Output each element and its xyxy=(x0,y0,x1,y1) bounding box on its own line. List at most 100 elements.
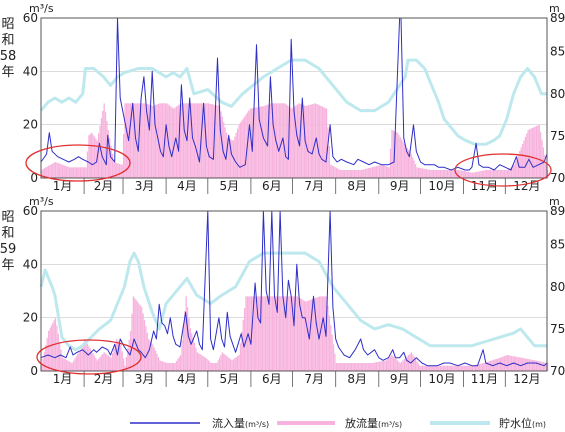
month-label: 3月 xyxy=(135,179,155,193)
outflow-bar xyxy=(263,106,265,178)
outflow-bar xyxy=(196,352,198,371)
outflow-bar xyxy=(262,296,264,371)
outflow-bar xyxy=(125,357,128,371)
outflow-bar xyxy=(394,357,396,371)
outflow-bar xyxy=(168,363,171,371)
outflow-bar xyxy=(77,167,79,178)
outflow-bar xyxy=(416,361,418,371)
outflow-bar xyxy=(401,361,403,371)
outflow-bar xyxy=(325,296,328,371)
outflow-bar xyxy=(139,305,141,371)
outflow-bar xyxy=(157,357,160,371)
outflow-bar xyxy=(53,320,55,371)
outflow-bar xyxy=(296,104,299,178)
outflow-bar xyxy=(438,170,440,178)
y-right-unit: m xyxy=(549,195,560,208)
outflow-bar xyxy=(332,344,335,371)
outflow-bar xyxy=(363,169,365,178)
outflow-bar xyxy=(359,363,361,371)
outflow-bar xyxy=(171,107,173,178)
outflow-bar xyxy=(259,106,261,178)
outflow-bar xyxy=(74,358,76,371)
outflow-bar xyxy=(487,170,489,178)
outflow-bar xyxy=(173,363,175,371)
outflow-bar xyxy=(321,296,324,371)
outflow-bar xyxy=(466,171,468,178)
outflow-bar xyxy=(267,296,269,371)
outflow-bar xyxy=(412,157,414,178)
month-label: 7月 xyxy=(304,372,324,386)
outflow-bar xyxy=(474,172,476,178)
outflow-bar xyxy=(370,167,372,178)
outflow-bar xyxy=(93,355,96,371)
outflow-bar xyxy=(381,361,383,371)
outflow-bar xyxy=(243,116,246,178)
outflow-bar xyxy=(262,106,264,178)
outflow-bar xyxy=(453,365,456,371)
outflow-bar xyxy=(385,360,387,371)
outflow-bar xyxy=(68,167,71,178)
outflow-bar xyxy=(238,124,240,178)
outflow-bar xyxy=(202,103,204,178)
outflow-bar xyxy=(167,363,169,371)
outflow-bar xyxy=(488,361,490,371)
outflow-bar xyxy=(277,296,279,371)
outflow-bar xyxy=(85,167,87,178)
outflow-bar xyxy=(196,103,198,178)
outflow-bar xyxy=(467,171,470,178)
outflow-bar xyxy=(127,348,129,371)
highlight-ellipse xyxy=(36,339,142,375)
outflow-bar xyxy=(171,363,173,371)
outflow-bar xyxy=(114,162,116,178)
highlight-ellipse xyxy=(25,144,131,182)
outflow-bar xyxy=(398,134,400,178)
outflow-bar xyxy=(107,130,109,178)
outflow-bar xyxy=(417,363,419,371)
outflow-bar xyxy=(299,298,301,371)
outflow-bar xyxy=(160,360,162,371)
outflow-bar xyxy=(141,103,143,178)
outflow-bar xyxy=(320,296,322,371)
outflow-bar xyxy=(345,363,347,371)
year-label-char: 59 xyxy=(0,242,16,257)
outflow-bar xyxy=(341,363,343,371)
outflow-bar xyxy=(218,357,221,371)
outflow-bar xyxy=(136,301,139,371)
outflow-bar xyxy=(538,124,540,178)
y-right-tick: 85 xyxy=(550,45,565,59)
outflow-bar xyxy=(353,170,356,178)
month-label: 4月 xyxy=(177,372,197,386)
outflow-bar xyxy=(431,365,433,371)
outflow-bar xyxy=(71,167,73,178)
outflow-bar xyxy=(100,118,103,178)
outflow-bar xyxy=(63,165,65,178)
month-label: 2月 xyxy=(94,372,114,386)
outflow-bar xyxy=(217,105,219,178)
outflow-bar xyxy=(195,347,197,371)
outflow-bar xyxy=(263,296,265,371)
outflow-bar xyxy=(243,308,246,371)
outflow-bar xyxy=(337,168,339,178)
outflow-bar xyxy=(362,169,364,178)
month-label: 9月 xyxy=(390,179,410,193)
outflow-bar xyxy=(498,358,500,371)
outflow-bar xyxy=(496,358,499,371)
outflow-bar xyxy=(113,348,115,371)
outflow-bar xyxy=(205,357,207,371)
outflow-bar xyxy=(452,170,454,178)
outflow-bar xyxy=(459,365,461,371)
outflow-bar xyxy=(420,168,422,178)
outflow-bar xyxy=(52,323,54,371)
outflow-bar xyxy=(483,363,485,371)
outflow-bar xyxy=(280,296,282,371)
outflow-bar xyxy=(180,355,182,371)
outflow-bar xyxy=(138,303,140,371)
outflow-bar xyxy=(170,106,172,178)
legend-inflow-label: 流入量(m³/s) xyxy=(212,416,269,430)
outflow-bar xyxy=(203,356,205,371)
outflow-bar xyxy=(356,170,358,178)
outflow-bar xyxy=(434,170,436,178)
outflow-bar xyxy=(257,107,260,178)
outflow-bar xyxy=(416,167,418,178)
outflow-bar xyxy=(363,363,365,371)
